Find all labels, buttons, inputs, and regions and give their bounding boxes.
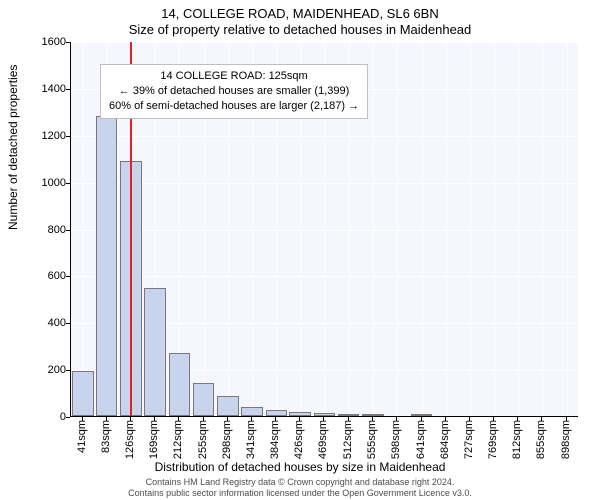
ytick-mark xyxy=(66,323,70,324)
xtick-label: 298sqm xyxy=(221,420,233,459)
bar xyxy=(217,396,238,416)
bar xyxy=(169,353,190,416)
xtick-label: 384sqm xyxy=(269,420,281,459)
ytick-mark xyxy=(66,370,70,371)
gridline-v xyxy=(373,42,374,416)
chart-subtitle: Size of property relative to detached ho… xyxy=(0,22,600,37)
xtick-mark xyxy=(323,417,324,421)
bar xyxy=(411,414,432,416)
ytick-label: 1000 xyxy=(26,177,66,189)
ytick-label: 1400 xyxy=(26,83,66,95)
xtick-label: 426sqm xyxy=(293,420,305,459)
bar xyxy=(338,414,359,416)
xtick-mark xyxy=(396,417,397,421)
bar xyxy=(362,414,383,416)
bar xyxy=(314,413,335,416)
xtick-mark xyxy=(154,417,155,421)
gridline-v xyxy=(494,42,495,416)
gridline-v xyxy=(567,42,568,416)
xtick-mark xyxy=(469,417,470,421)
footer-credits: Contains HM Land Registry data © Crown c… xyxy=(0,477,600,499)
ytick-label: 600 xyxy=(26,270,66,282)
ytick-label: 1600 xyxy=(26,36,66,48)
footer-line-2: Contains public sector information licen… xyxy=(0,488,600,499)
bar xyxy=(266,410,287,416)
xtick-mark xyxy=(203,417,204,421)
xtick-label: 727sqm xyxy=(463,420,475,459)
ytick-label: 200 xyxy=(26,364,66,376)
xtick-mark xyxy=(299,417,300,421)
xtick-label: 555sqm xyxy=(366,420,378,459)
ytick-label: 1200 xyxy=(26,130,66,142)
gridline-v xyxy=(542,42,543,416)
ytick-mark xyxy=(66,183,70,184)
xtick-mark xyxy=(541,417,542,421)
xtick-label: 341sqm xyxy=(245,420,257,459)
xtick-label: 684sqm xyxy=(439,420,451,459)
bar xyxy=(144,288,165,416)
gridline-v xyxy=(83,42,84,416)
bar xyxy=(241,407,262,416)
bar xyxy=(289,412,310,416)
x-axis-label: Distribution of detached houses by size … xyxy=(0,460,600,474)
xtick-label: 126sqm xyxy=(124,420,136,459)
ytick-label: 400 xyxy=(26,317,66,329)
footer-line-1: Contains HM Land Registry data © Crown c… xyxy=(0,477,600,488)
legend-line-2: ← 39% of detached houses are smaller (1,… xyxy=(109,84,359,99)
ytick-mark xyxy=(66,42,70,43)
legend-box: 14 COLLEGE ROAD: 125sqm ← 39% of detache… xyxy=(100,64,368,119)
xtick-mark xyxy=(372,417,373,421)
ytick-label: 0 xyxy=(26,411,66,423)
xtick-label: 469sqm xyxy=(317,420,329,459)
ytick-mark xyxy=(66,230,70,231)
xtick-mark xyxy=(421,417,422,421)
xtick-label: 83sqm xyxy=(100,420,112,453)
legend-line-1: 14 COLLEGE ROAD: 125sqm xyxy=(109,69,359,84)
gridline-v xyxy=(422,42,423,416)
xtick-mark xyxy=(130,417,131,421)
xtick-mark xyxy=(566,417,567,421)
xtick-mark xyxy=(178,417,179,421)
ytick-mark xyxy=(66,136,70,137)
xtick-mark xyxy=(517,417,518,421)
xtick-mark xyxy=(251,417,252,421)
xtick-mark xyxy=(348,417,349,421)
xtick-label: 855sqm xyxy=(535,420,547,459)
xtick-label: 255sqm xyxy=(197,420,209,459)
bar xyxy=(96,116,117,416)
gridline-v xyxy=(446,42,447,416)
xtick-mark xyxy=(227,417,228,421)
legend-line-3: 60% of semi-detached houses are larger (… xyxy=(109,99,359,114)
ytick-mark xyxy=(66,417,70,418)
ytick-mark xyxy=(66,89,70,90)
xtick-mark xyxy=(445,417,446,421)
xtick-mark xyxy=(275,417,276,421)
bar xyxy=(72,371,93,416)
xtick-label: 769sqm xyxy=(487,420,499,459)
xtick-label: 641sqm xyxy=(415,420,427,459)
xtick-label: 212sqm xyxy=(172,420,184,459)
bar xyxy=(193,383,214,416)
xtick-mark xyxy=(82,417,83,421)
xtick-label: 41sqm xyxy=(76,420,88,453)
gridline-v xyxy=(397,42,398,416)
xtick-mark xyxy=(106,417,107,421)
xtick-label: 512sqm xyxy=(342,420,354,459)
gridline-v xyxy=(470,42,471,416)
xtick-label: 169sqm xyxy=(148,420,160,459)
ytick-mark xyxy=(66,276,70,277)
xtick-label: 598sqm xyxy=(390,420,402,459)
gridline-v xyxy=(518,42,519,416)
y-axis-label: Number of detached properties xyxy=(6,65,20,230)
xtick-label: 812sqm xyxy=(511,420,523,459)
xtick-mark xyxy=(493,417,494,421)
xtick-label: 898sqm xyxy=(560,420,572,459)
ytick-label: 800 xyxy=(26,224,66,236)
address-title: 14, COLLEGE ROAD, MAIDENHEAD, SL6 6BN xyxy=(0,6,600,21)
